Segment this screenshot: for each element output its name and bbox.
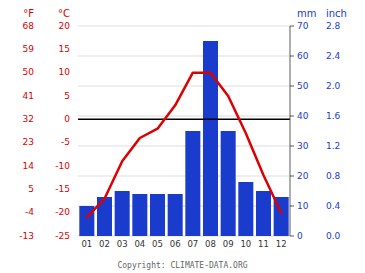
y-alt-tick-label: 1.2 xyxy=(326,141,340,151)
bar xyxy=(168,194,183,236)
axis-label: inch xyxy=(326,8,347,19)
tick-mark xyxy=(290,146,294,147)
y2-alt-tick-label: -4 xyxy=(25,207,34,217)
tick-mark xyxy=(290,236,294,237)
tick-mark xyxy=(290,116,294,117)
x-tick-label: 07 xyxy=(187,239,198,249)
y2-tick-label: 10 xyxy=(59,67,71,77)
y2-alt-tick-label: 68 xyxy=(23,21,35,31)
tick-mark xyxy=(290,56,294,57)
x-tick-label: 12 xyxy=(276,239,287,249)
annotation: Copyright: CLIMATE-DATA.ORG xyxy=(117,261,247,270)
y-alt-tick-label: 2.4 xyxy=(326,51,341,61)
bar xyxy=(132,194,147,236)
bar xyxy=(115,191,130,236)
grid-line xyxy=(78,176,290,177)
y-tick-label: 0 xyxy=(297,231,303,241)
bar xyxy=(221,131,236,236)
y-tick-label: 70 xyxy=(297,21,309,31)
y2-alt-tick-label: 59 xyxy=(23,44,35,54)
x-tick-label: 11 xyxy=(258,239,269,249)
y2-tick-label: 20 xyxy=(59,21,71,31)
y-alt-tick-label: 0.4 xyxy=(326,201,341,211)
y2-tick-label: -25 xyxy=(55,231,70,241)
x-tick-label: 03 xyxy=(117,239,128,249)
tick-mark xyxy=(290,206,294,207)
y2-tick-label: 5 xyxy=(64,91,70,101)
y-alt-tick-label: 2.8 xyxy=(326,21,341,31)
grid xyxy=(78,26,290,236)
grid-line xyxy=(78,146,290,147)
tick-mark xyxy=(290,26,294,27)
chart: 010203040506070809101112-13-451423324150… xyxy=(0,0,365,273)
y2-alt-tick-label: 50 xyxy=(23,67,35,77)
bar xyxy=(150,194,165,236)
x-tick-label: 02 xyxy=(99,239,110,249)
y-tick-label: 50 xyxy=(297,81,309,91)
y2-tick-label: -20 xyxy=(55,207,70,217)
y-tick-label: 20 xyxy=(297,171,309,181)
tick-mark xyxy=(290,86,294,87)
y-alt-tick-label: 2.0 xyxy=(326,81,341,91)
x-tick-label: 06 xyxy=(170,239,181,249)
y-alt-tick-label: 0.0 xyxy=(326,231,341,241)
y2-alt-tick-label: -13 xyxy=(19,231,34,241)
y2-alt-tick-label: 14 xyxy=(23,161,35,171)
grid-line xyxy=(78,56,290,57)
axis-label: °F xyxy=(23,8,34,19)
x-tick-label: 05 xyxy=(152,239,163,249)
x-tick-label: 09 xyxy=(223,239,234,249)
bar xyxy=(185,131,200,236)
x-tick-label: 04 xyxy=(134,239,145,249)
grid-line xyxy=(78,26,290,27)
y2-alt-tick-label: 32 xyxy=(23,114,34,124)
temperature-line xyxy=(87,73,281,218)
x-tick-label: 01 xyxy=(81,239,92,249)
x-tick-label: 08 xyxy=(205,239,216,249)
bar xyxy=(203,41,218,236)
x-tick-label: 10 xyxy=(240,239,251,249)
y2-alt-tick-label: 23 xyxy=(23,137,34,147)
y2-tick-label: 0 xyxy=(64,114,70,124)
reference-line xyxy=(78,119,290,121)
y-tick-label: 40 xyxy=(297,111,309,121)
y2-alt-tick-label: 5 xyxy=(28,184,34,194)
plot-area xyxy=(78,41,290,236)
bar xyxy=(256,191,271,236)
y-alt-tick-label: 1.6 xyxy=(326,111,341,121)
axis-label: °C xyxy=(58,8,70,19)
y-alt-tick-label: 0.8 xyxy=(326,171,341,181)
y-tick-label: 10 xyxy=(297,201,309,211)
tick-mark xyxy=(290,176,294,177)
y2-tick-label: 15 xyxy=(59,44,70,54)
y-tick-label: 60 xyxy=(297,51,309,61)
grid-line xyxy=(78,116,290,117)
y2-tick-label: -10 xyxy=(55,161,70,171)
y-tick-label: 30 xyxy=(297,141,309,151)
bar xyxy=(238,182,253,236)
y2-alt-tick-label: 41 xyxy=(23,91,34,101)
y2-tick-label: -15 xyxy=(55,184,70,194)
grid-line xyxy=(78,86,290,87)
axis-label: mm xyxy=(297,8,316,19)
axis-line xyxy=(290,26,291,236)
y2-tick-label: -5 xyxy=(61,137,70,147)
